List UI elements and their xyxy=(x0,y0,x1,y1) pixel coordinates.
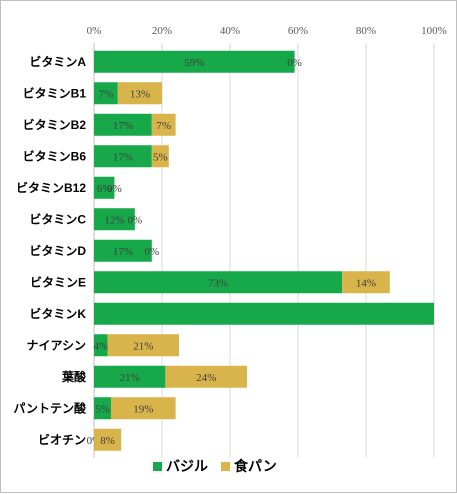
data-label: 12% xyxy=(104,214,124,226)
bar-segment xyxy=(165,365,247,388)
data-label: 14% xyxy=(356,277,376,289)
category-label: ビタミンB6 xyxy=(23,148,87,163)
category-label: 葉酸 xyxy=(61,369,87,384)
category-label: ビタミンC xyxy=(29,211,86,226)
x-tick-label: 20% xyxy=(152,25,172,37)
x-tick-label: 80% xyxy=(356,25,376,37)
bar-segment xyxy=(94,334,108,357)
data-label: 0% xyxy=(107,183,122,195)
x-tick-label: 0% xyxy=(87,25,102,37)
x-tick-label: 60% xyxy=(288,25,308,37)
data-label: 7% xyxy=(99,88,114,100)
data-label: 17% xyxy=(113,151,133,163)
legend-label: 食パン xyxy=(234,458,277,474)
x-tick-label: 100% xyxy=(421,25,447,37)
bar-segment xyxy=(94,50,295,73)
data-label: 24% xyxy=(196,372,216,384)
category-label: ビタミンB2 xyxy=(23,117,87,132)
data-label: 17% xyxy=(113,246,133,258)
data-label: 17% xyxy=(113,120,133,132)
data-label: 73% xyxy=(208,277,228,289)
bar-segment xyxy=(151,145,169,168)
bar-segment xyxy=(94,428,122,451)
category-label: ビタミンD xyxy=(29,243,86,258)
bar-segment xyxy=(94,145,152,168)
category-label: ビタミンE xyxy=(30,274,86,289)
data-label: 21% xyxy=(133,340,153,352)
data-label: 5% xyxy=(153,151,168,163)
bar-segment xyxy=(94,176,115,199)
category-label: ビタミンK xyxy=(29,306,86,321)
data-label: 59% xyxy=(184,57,204,69)
data-label: 4% xyxy=(93,340,108,352)
legend-label: バジル xyxy=(166,458,208,474)
data-label: 21% xyxy=(120,372,140,384)
category-label: ビタミンB12 xyxy=(16,180,86,195)
data-label: 8% xyxy=(100,435,115,447)
bar-segment xyxy=(94,302,434,325)
data-label: 7% xyxy=(156,120,171,132)
data-label: 13% xyxy=(130,88,150,100)
category-label: ビタミンB1 xyxy=(23,85,87,100)
category-label: ビオチン xyxy=(38,432,86,447)
bar-segment xyxy=(94,208,135,231)
bar-segment xyxy=(111,397,176,420)
category-label: ナイアシン xyxy=(26,338,86,352)
data-label: 0% xyxy=(144,246,159,258)
data-label: 5% xyxy=(95,403,110,415)
legend-swatch xyxy=(153,462,162,471)
category-label: パントテン酸 xyxy=(13,400,87,415)
bar-segment xyxy=(342,271,390,294)
data-label: 0% xyxy=(287,57,302,69)
bar-segment xyxy=(117,82,162,105)
category-label: ビタミンA xyxy=(29,54,86,69)
data-label: 0% xyxy=(127,214,142,226)
x-tick-label: 40% xyxy=(220,25,240,37)
bar-segment xyxy=(94,82,118,105)
data-label: 6% xyxy=(97,183,112,195)
bar-segment xyxy=(151,113,176,136)
bar-segment xyxy=(94,113,152,136)
bar-segment xyxy=(94,365,166,388)
bar-segment xyxy=(94,271,343,294)
bar-segment xyxy=(107,334,179,357)
data-label: 19% xyxy=(133,403,153,415)
bar-segment xyxy=(94,239,152,262)
legend-swatch xyxy=(221,462,230,471)
bar-segment xyxy=(94,397,111,420)
